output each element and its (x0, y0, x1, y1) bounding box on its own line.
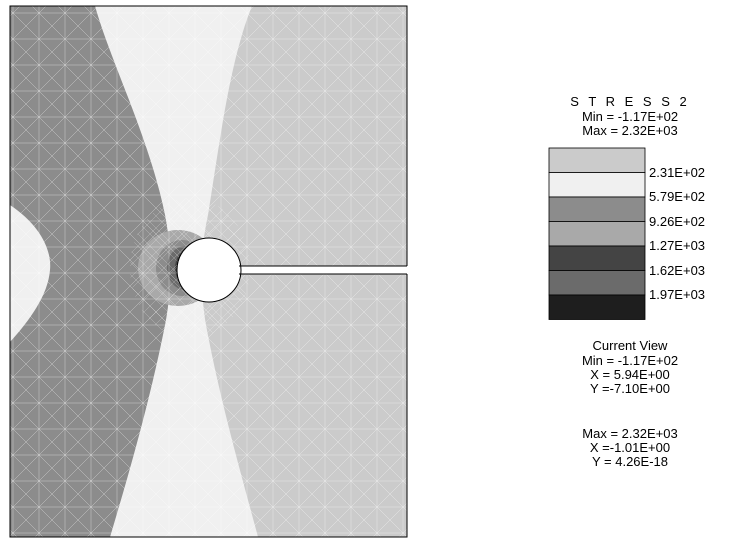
legend-color-bar (548, 147, 646, 320)
legend-tick-label-0: 2.31E+02 (649, 164, 706, 180)
legend-tick-label-3: 1.27E+03 (649, 238, 706, 253)
legend-tick-label-4: 1.62E+03 (649, 262, 706, 278)
current-view-min-x: X = 5.94E+00 (590, 367, 670, 382)
legend-tick-label-1: 5.79E+02 (649, 189, 706, 204)
legend-tick-label-2: 9.26E+02 (649, 213, 706, 229)
current-view-max-x: X =-1.01E+00 (589, 440, 671, 455)
legend-min-value: Min = -1.17E+02 (581, 109, 679, 124)
legend-band-3 (548, 221, 646, 247)
legend-band-4 (548, 245, 646, 271)
legend-band-0 (548, 147, 646, 173)
current-view-title: Current View (592, 338, 668, 353)
current-view-max: Max = 2.32E+03 (582, 426, 678, 441)
legend-band-2 (548, 196, 646, 222)
plate-outline (9, 5, 408, 538)
current-view-min: Min = -1.17E+02 (581, 353, 679, 368)
stress-contour-plot (9, 5, 408, 538)
legend-tick-label-5: 1.97E+03 (649, 287, 706, 302)
hole (176, 237, 242, 303)
legend-max-value: Max = 2.32E+03 (582, 123, 678, 138)
current-view-max-y: Y = 4.26E-18 (591, 454, 668, 469)
crack-slit (238, 266, 407, 274)
legend-band-5 (548, 270, 646, 296)
crack-edges (239, 265, 407, 275)
current-view-min-y: Y =-7.10E+00 (590, 381, 670, 396)
legend-band-6 (548, 294, 646, 320)
legend-title: S T R E S S 2 (570, 94, 690, 109)
legend-band-1 (548, 172, 646, 198)
